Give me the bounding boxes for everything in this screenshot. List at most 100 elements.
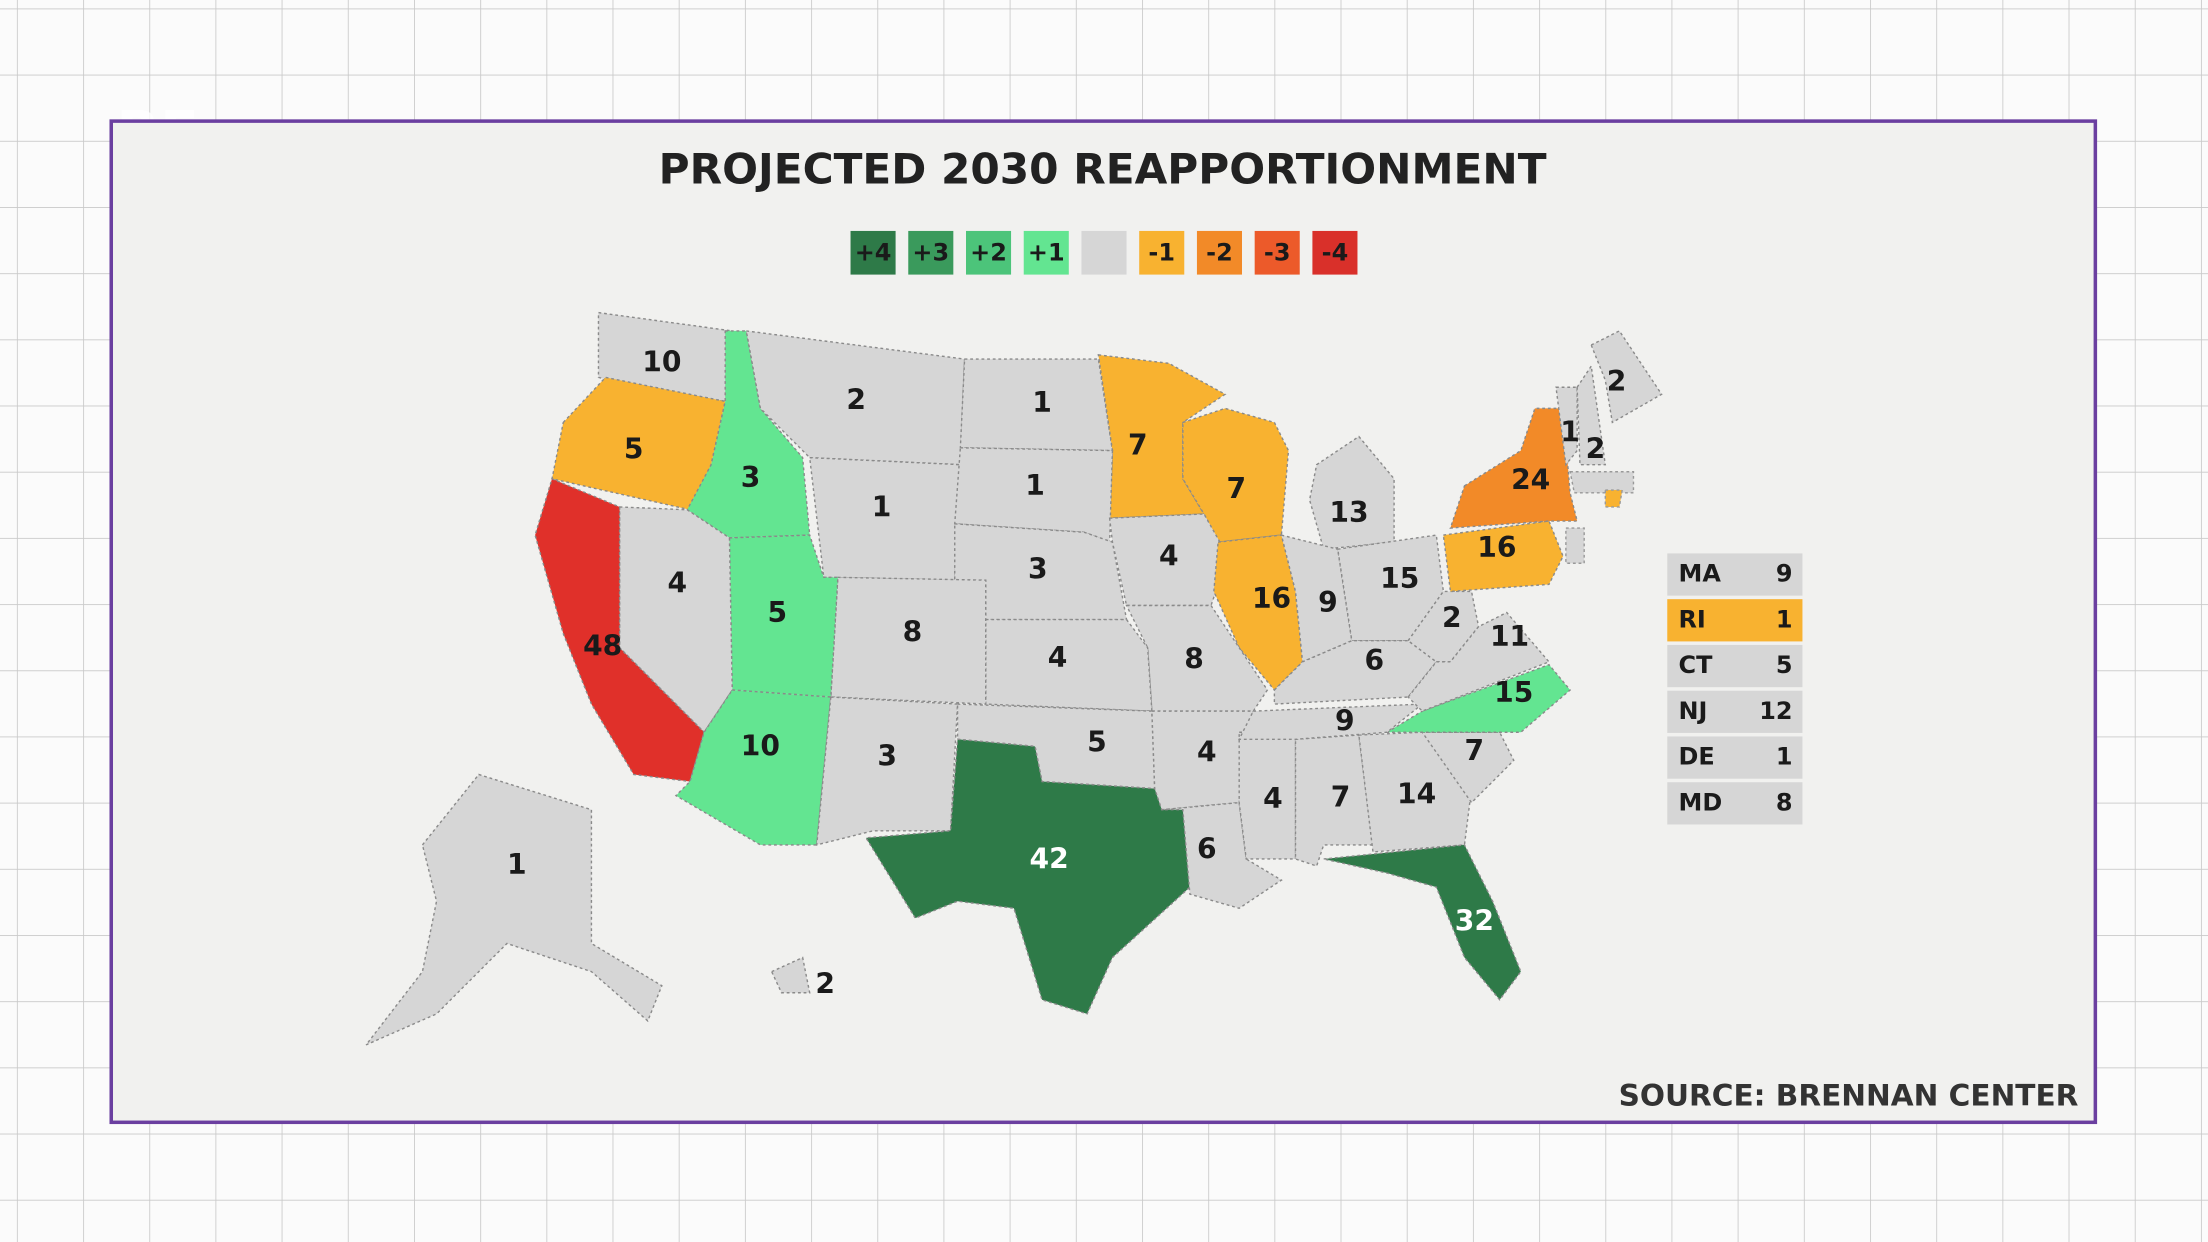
legend-label: +1 (1028, 238, 1065, 266)
state (1576, 364, 1607, 466)
state (1442, 520, 1564, 593)
state (1238, 703, 1425, 740)
state (1161, 801, 1283, 910)
state (1407, 611, 1551, 712)
state (985, 618, 1153, 712)
state-seats: 5 (624, 433, 644, 466)
state-seats: 48 (583, 630, 622, 663)
state-seats: 24 (1511, 464, 1550, 497)
table-seats: 1 (1776, 605, 1793, 633)
state-seats: 6 (1197, 833, 1217, 866)
state (954, 523, 1128, 621)
legend-swatch (850, 230, 896, 275)
state-seats: 1 (1025, 469, 1045, 502)
state (770, 956, 811, 994)
state-seats: 2 (815, 968, 835, 1001)
state-seats: 7 (1128, 428, 1148, 461)
small-state (1565, 527, 1585, 564)
state-seats: 7 (1227, 472, 1247, 505)
state-seats: 7 (1465, 734, 1485, 767)
legend-swatch (1081, 230, 1127, 275)
state-seats: 4 (1159, 540, 1179, 573)
legend-swatch (1254, 230, 1300, 275)
state (1273, 640, 1438, 705)
state (864, 738, 1191, 1015)
state (815, 696, 959, 846)
legend-label: +4 (855, 238, 892, 266)
state-seats: 2 (1586, 433, 1606, 466)
small-state (1569, 471, 1635, 494)
state-seats: 15 (1380, 562, 1419, 595)
table-row (1667, 690, 1803, 733)
state (365, 773, 663, 1046)
state (674, 689, 832, 846)
table-state: MA (1679, 560, 1722, 588)
state-seats: 3 (1028, 552, 1048, 585)
table-row (1667, 782, 1803, 825)
legend-label: -1 (1148, 238, 1175, 266)
legend-swatch (966, 230, 1012, 275)
legend-label: -2 (1206, 238, 1233, 266)
state-seats: 4 (668, 566, 688, 599)
state-seats: 2 (846, 383, 866, 416)
state-seats: 10 (741, 730, 780, 763)
small-state (1604, 489, 1624, 508)
state-seats: 1 (872, 490, 892, 523)
table-seats: 12 (1759, 697, 1792, 725)
state (1449, 407, 1579, 529)
state (1108, 513, 1229, 607)
table-row (1667, 553, 1803, 596)
table-row (1667, 599, 1803, 642)
state (1182, 407, 1290, 543)
legend-label: +3 (912, 238, 949, 266)
state-seats: 42 (1029, 842, 1068, 875)
state-seats: 7 (1331, 780, 1351, 813)
state (953, 447, 1114, 544)
state (830, 576, 987, 705)
state-seats: 14 (1397, 778, 1436, 811)
legend-label: +2 (970, 238, 1007, 266)
legend-swatch (1139, 230, 1185, 275)
state-seats: 32 (1455, 904, 1494, 937)
state-seats: 10 (642, 345, 681, 378)
state-seats: 16 (1477, 531, 1516, 564)
title: PROJECTED 2030 REAPPORTIONMENT (659, 144, 1547, 193)
table-state: DE (1679, 743, 1715, 771)
state-seats: 11 (1490, 620, 1529, 653)
table-state: MD (1679, 788, 1723, 816)
legend-label: -4 (1322, 238, 1349, 266)
state-seats: 5 (768, 596, 788, 629)
state (1555, 386, 1578, 467)
table-row (1667, 736, 1803, 779)
legend-swatch (1312, 230, 1358, 275)
state-seats: 2 (1607, 365, 1627, 398)
state-seats: 1 (1560, 416, 1580, 449)
state (534, 477, 705, 783)
state-seats: 6 (1365, 644, 1385, 677)
state (1280, 534, 1353, 663)
state-seats: 5 (1087, 726, 1107, 759)
state-seats: 13 (1329, 496, 1368, 529)
source: SOURCE: BRENNAN CENTER (1619, 1078, 2079, 1112)
state (1323, 844, 1522, 1001)
state (1125, 604, 1269, 712)
legend: +4 +3 +2 +1 -1 -2 -3 -4 (850, 230, 1358, 275)
state (1384, 663, 1572, 733)
legend-label: -3 (1264, 238, 1291, 266)
table-seats: 9 (1776, 560, 1793, 588)
table-state: NJ (1679, 697, 1708, 725)
state-seats: 1 (1032, 386, 1052, 419)
state (1407, 590, 1480, 663)
state-seats: 4 (1263, 782, 1283, 815)
seat-table: MA 9 RI 1 CT 5 NJ 12 DE 1 MD 8 (1667, 553, 1803, 825)
state-seats: 15 (1494, 676, 1533, 709)
state-seats: 2 (1442, 602, 1462, 635)
legend-swatch (1023, 230, 1069, 275)
table-seats: 1 (1776, 743, 1793, 771)
table-state: RI (1679, 605, 1706, 633)
state-seats: 9 (1335, 704, 1355, 737)
state-seats: 4 (1048, 641, 1068, 674)
state-seats: 1 (507, 848, 527, 881)
